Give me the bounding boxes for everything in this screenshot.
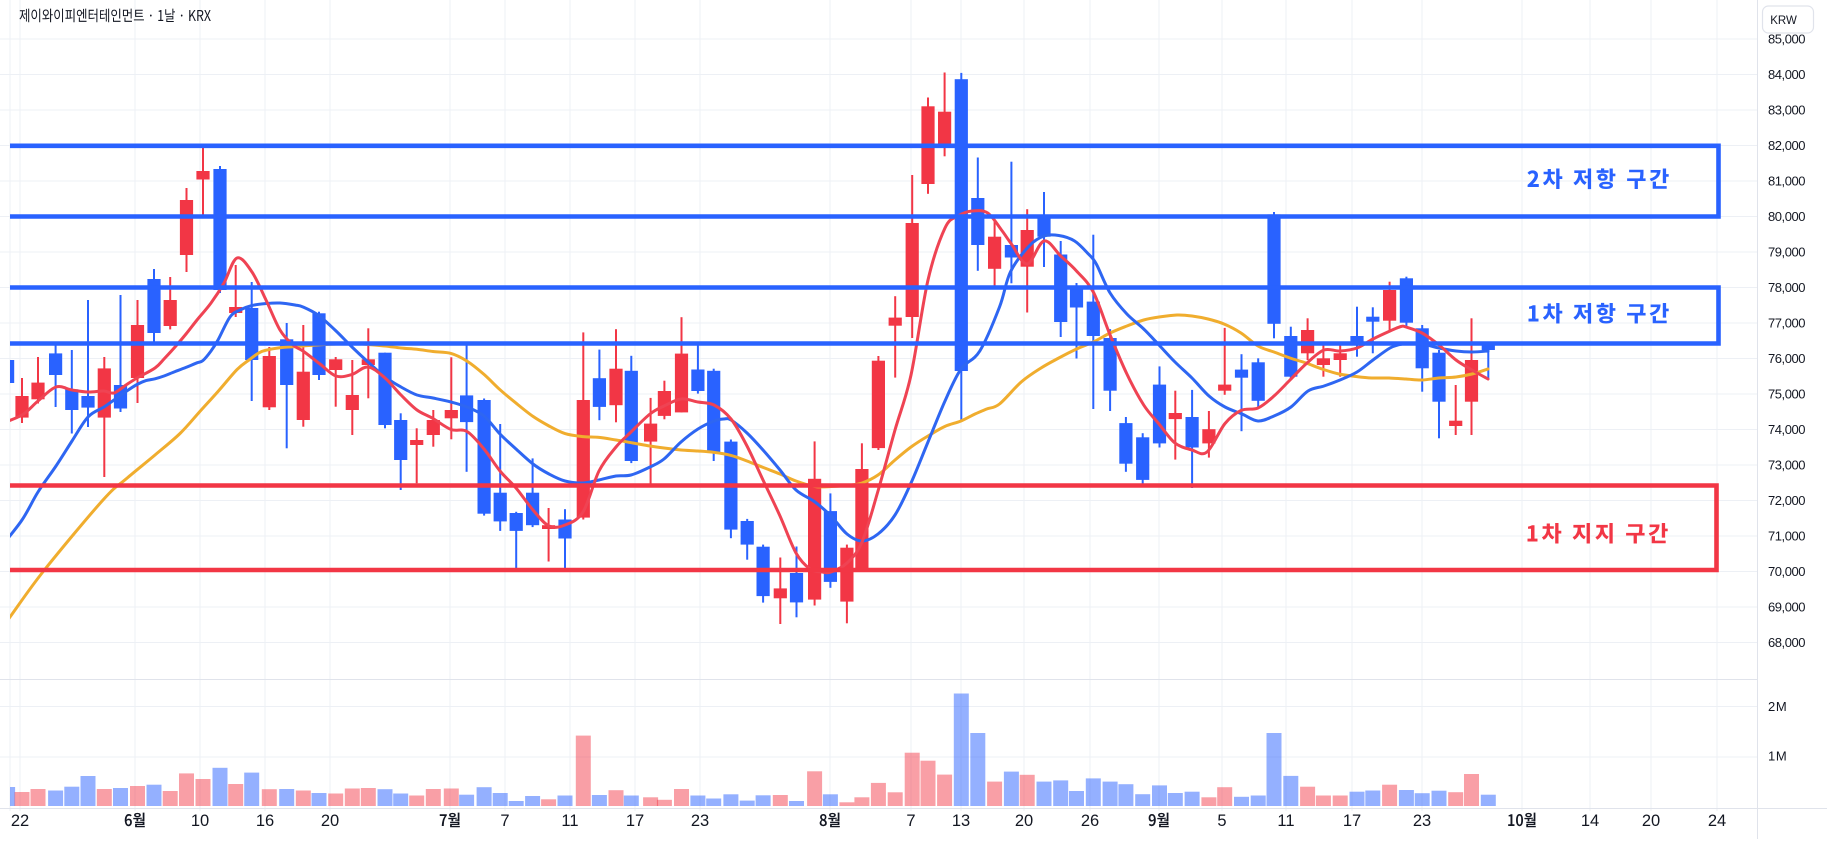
svg-text:7: 7 <box>500 812 509 830</box>
svg-text:77,000: 77,000 <box>1768 316 1805 331</box>
svg-text:23: 23 <box>691 812 709 830</box>
svg-text:10: 10 <box>191 812 209 830</box>
svg-text:76,000: 76,000 <box>1768 351 1805 366</box>
svg-text:14: 14 <box>1581 812 1599 830</box>
svg-text:81,000: 81,000 <box>1768 174 1805 189</box>
svg-text:75,000: 75,000 <box>1768 387 1805 402</box>
svg-text:20: 20 <box>321 812 339 830</box>
svg-text:83,000: 83,000 <box>1768 103 1805 118</box>
svg-text:7: 7 <box>906 812 915 830</box>
svg-text:69,000: 69,000 <box>1768 600 1805 615</box>
svg-text:79,000: 79,000 <box>1768 245 1805 260</box>
svg-text:70,000: 70,000 <box>1768 564 1805 579</box>
svg-text:17: 17 <box>626 812 644 830</box>
svg-text:73,000: 73,000 <box>1768 458 1805 473</box>
svg-text:23: 23 <box>1413 812 1431 830</box>
svg-text:68,000: 68,000 <box>1768 635 1805 650</box>
svg-text:22: 22 <box>11 812 29 830</box>
svg-text:20: 20 <box>1015 812 1033 830</box>
svg-text:11: 11 <box>561 812 578 830</box>
svg-text:20: 20 <box>1642 812 1660 830</box>
svg-text:71,000: 71,000 <box>1768 529 1805 544</box>
svg-text:13: 13 <box>952 812 970 830</box>
svg-text:1M: 1M <box>1768 749 1787 764</box>
svg-text:82,000: 82,000 <box>1768 138 1805 153</box>
svg-text:5: 5 <box>1217 812 1226 830</box>
svg-text:26: 26 <box>1081 812 1099 830</box>
svg-text:24: 24 <box>1708 812 1726 830</box>
svg-text:80,000: 80,000 <box>1768 209 1805 224</box>
svg-text:11: 11 <box>1277 812 1294 830</box>
svg-text:84,000: 84,000 <box>1768 67 1805 82</box>
svg-text:74,000: 74,000 <box>1768 422 1805 437</box>
svg-text:2M: 2M <box>1768 699 1787 714</box>
svg-text:72,000: 72,000 <box>1768 493 1805 508</box>
svg-text:85,000: 85,000 <box>1768 32 1805 47</box>
svg-text:KRW: KRW <box>1770 15 1797 27</box>
svg-text:17: 17 <box>1343 812 1361 830</box>
svg-text:78,000: 78,000 <box>1768 280 1805 295</box>
svg-text:16: 16 <box>256 812 274 830</box>
